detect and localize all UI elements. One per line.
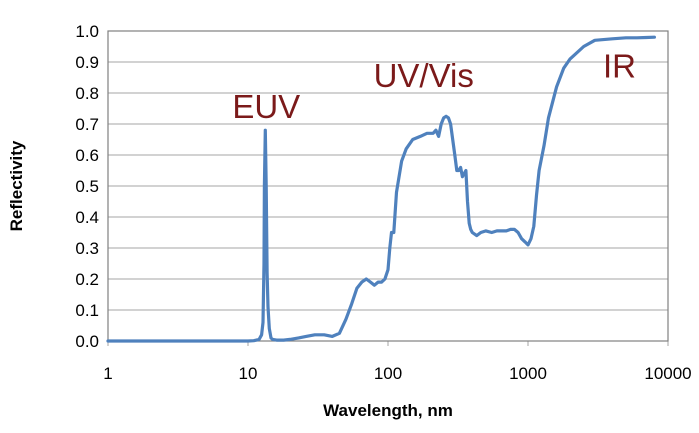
x-tick-label: 10000 [644,364,691,383]
y-tick-label: 0.8 [75,84,99,103]
y-tick-label: 0.6 [75,146,99,165]
y-tick-label: 0.7 [75,115,99,134]
y-tick-label: 0.2 [75,270,99,289]
x-tick-label: 1 [103,364,112,383]
y-tick-label: 0.5 [75,177,99,196]
annotations: EUV UV/Vis IR [232,48,636,125]
x-tick-labels: 1 10 100 1000 10000 [103,364,691,383]
annotation-euv: EUV [232,88,300,125]
series-line-reflectivity [106,35,656,343]
x-axis-title: Wavelength, nm [323,401,453,420]
x-tick-label: 100 [374,364,402,383]
y-tick-label: 0.4 [75,208,99,227]
y-tick-label: 0.0 [75,332,99,351]
y-tick-labels: 0.0 0.1 0.2 0.3 0.4 0.5 0.6 0.7 0.8 0.9 1.0 [75,22,99,351]
y-tick-label: 1.0 [75,22,99,41]
y-tick-label: 0.1 [75,301,99,320]
annotation-ir: IR [603,48,636,85]
x-tick-label: 10 [239,364,258,383]
y-axis-title: Reflectivity [7,140,26,231]
y-tick-label: 0.3 [75,239,99,258]
x-tick-label: 1000 [509,364,547,383]
y-tick-label: 0.9 [75,53,99,72]
annotation-uv-vis: UV/Vis [374,57,474,94]
plot-area-frame [107,30,669,342]
